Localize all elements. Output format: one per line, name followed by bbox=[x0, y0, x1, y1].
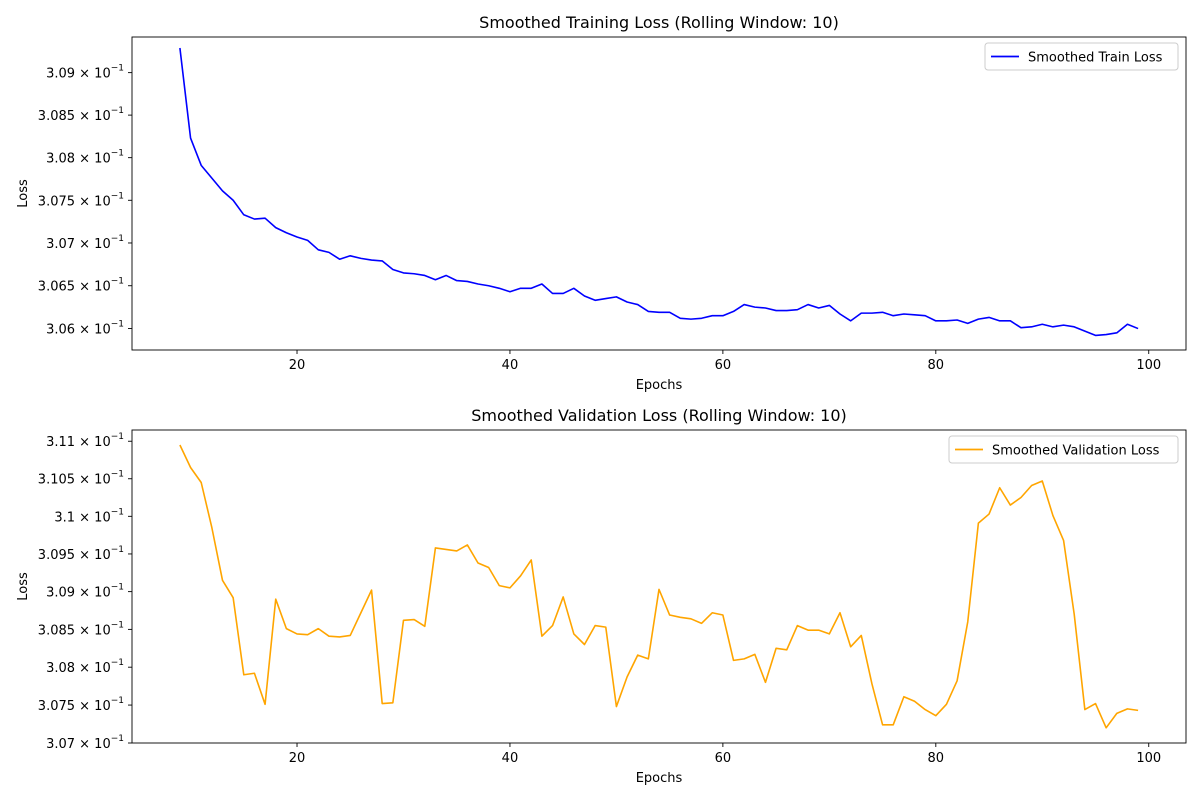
y-tick-label: 3.075 × 10−1 bbox=[38, 696, 124, 714]
chart-title: Smoothed Validation Loss (Rolling Window… bbox=[471, 406, 847, 425]
y-tick-exponent: −1 bbox=[111, 191, 124, 201]
y-tick-times: × 10 bbox=[75, 152, 111, 167]
y-tick-times: × 10 bbox=[75, 473, 111, 488]
y-tick-mantissa: 3.06 bbox=[46, 323, 75, 338]
y-tick-exponent: −1 bbox=[111, 545, 124, 555]
y-tick-exponent: −1 bbox=[111, 320, 124, 330]
y-axis-label: Loss bbox=[16, 179, 31, 208]
y-tick-label: 3.08 × 10−1 bbox=[46, 658, 124, 676]
x-tick-label: 20 bbox=[289, 751, 306, 766]
chart-title: Smoothed Training Loss (Rolling Window: … bbox=[479, 13, 839, 32]
x-tick-label: 20 bbox=[289, 358, 306, 373]
y-tick-exponent: −1 bbox=[111, 620, 124, 630]
x-tick-label: 40 bbox=[502, 751, 519, 766]
y-tick-times: × 10 bbox=[75, 435, 111, 450]
x-tick-label: 60 bbox=[715, 751, 732, 766]
y-tick-mantissa: 3.085 bbox=[38, 109, 75, 124]
x-tick-label: 100 bbox=[1136, 358, 1161, 373]
y-tick-exponent: −1 bbox=[111, 507, 124, 517]
y-tick-label: 3.09 × 10−1 bbox=[46, 64, 124, 82]
training-loss-chart: Smoothed Training Loss (Rolling Window: … bbox=[16, 13, 1187, 393]
y-tick-exponent: −1 bbox=[111, 277, 124, 287]
y-tick-mantissa: 3.065 bbox=[38, 280, 75, 295]
y-tick-mantissa: 3.07 bbox=[46, 737, 75, 752]
y-tick-mantissa: 3.07 bbox=[46, 237, 75, 252]
y-tick-exponent: −1 bbox=[111, 234, 124, 244]
y-tick-exponent: −1 bbox=[111, 64, 124, 74]
y-tick-times: × 10 bbox=[75, 510, 111, 525]
y-tick-label: 3.1 × 10−1 bbox=[54, 507, 124, 525]
y-tick-times: × 10 bbox=[75, 323, 111, 338]
legend-box bbox=[948, 435, 1179, 464]
y-tick-exponent: −1 bbox=[111, 734, 124, 744]
y-tick-label: 3.07 × 10−1 bbox=[46, 234, 124, 252]
series-line-0 bbox=[179, 47, 1139, 337]
x-tick-label: 100 bbox=[1136, 751, 1161, 766]
y-tick-exponent: −1 bbox=[111, 106, 124, 116]
x-tick-label: 60 bbox=[715, 358, 732, 373]
y-tick-mantissa: 3.09 bbox=[46, 586, 75, 601]
y-tick-label: 3.11 × 10−1 bbox=[46, 432, 124, 450]
y-tick-label: 3.07 × 10−1 bbox=[46, 734, 124, 752]
y-tick-times: × 10 bbox=[75, 661, 111, 676]
y-tick-mantissa: 3.08 bbox=[46, 661, 75, 676]
y-tick-label: 3.065 × 10−1 bbox=[38, 277, 124, 295]
y-tick-mantissa: 3.105 bbox=[38, 473, 75, 488]
y-tick-mantissa: 3.08 bbox=[46, 152, 75, 167]
y-tick-label: 3.08 × 10−1 bbox=[46, 149, 124, 167]
y-tick-label: 3.095 × 10−1 bbox=[38, 545, 124, 563]
y-tick-times: × 10 bbox=[75, 586, 111, 601]
y-tick-exponent: −1 bbox=[111, 696, 124, 706]
y-tick-mantissa: 3.075 bbox=[38, 194, 75, 209]
y-tick-mantissa: 3.11 bbox=[46, 435, 75, 450]
y-tick-label: 3.09 × 10−1 bbox=[46, 583, 124, 601]
y-tick-exponent: −1 bbox=[111, 149, 124, 159]
legend: Smoothed Validation Loss bbox=[948, 435, 1179, 464]
y-tick-exponent: −1 bbox=[111, 583, 124, 593]
axes-frame bbox=[131, 36, 1187, 351]
legend: Smoothed Train Loss bbox=[984, 42, 1179, 71]
y-tick-times: × 10 bbox=[75, 699, 111, 714]
x-tick-label: 80 bbox=[928, 751, 945, 766]
x-tick-label: 80 bbox=[928, 358, 945, 373]
y-tick-mantissa: 3.085 bbox=[38, 623, 75, 638]
y-axis-label: Loss bbox=[16, 572, 31, 601]
y-tick-exponent: −1 bbox=[111, 470, 124, 480]
y-tick-times: × 10 bbox=[75, 737, 111, 752]
y-tick-mantissa: 3.09 bbox=[46, 67, 75, 82]
x-tick-label: 40 bbox=[502, 358, 519, 373]
y-tick-times: × 10 bbox=[75, 237, 111, 252]
y-tick-mantissa: 3.1 bbox=[54, 510, 75, 525]
legend-box bbox=[984, 42, 1179, 71]
y-tick-times: × 10 bbox=[75, 109, 111, 124]
y-tick-times: × 10 bbox=[75, 194, 111, 209]
y-tick-exponent: −1 bbox=[111, 432, 124, 442]
y-tick-times: × 10 bbox=[75, 548, 111, 563]
y-tick-label: 3.075 × 10−1 bbox=[38, 191, 124, 209]
y-tick-mantissa: 3.075 bbox=[38, 699, 75, 714]
y-tick-label: 3.085 × 10−1 bbox=[38, 620, 124, 638]
axes-frame bbox=[131, 429, 1187, 744]
y-tick-label: 3.06 × 10−1 bbox=[46, 320, 124, 338]
y-tick-label: 3.085 × 10−1 bbox=[38, 106, 124, 124]
legend-label: Smoothed Train Loss bbox=[1028, 51, 1163, 66]
y-tick-times: × 10 bbox=[75, 67, 111, 82]
x-axis-label: Epochs bbox=[636, 378, 683, 393]
y-tick-times: × 10 bbox=[75, 623, 111, 638]
legend-label: Smoothed Validation Loss bbox=[992, 444, 1160, 459]
y-tick-times: × 10 bbox=[75, 280, 111, 295]
x-axis-label: Epochs bbox=[636, 771, 683, 786]
y-tick-exponent: −1 bbox=[111, 658, 124, 668]
series-line-0 bbox=[179, 444, 1139, 729]
y-tick-label: 3.105 × 10−1 bbox=[38, 470, 124, 488]
validation-loss-chart: Smoothed Validation Loss (Rolling Window… bbox=[16, 406, 1187, 786]
y-tick-mantissa: 3.095 bbox=[38, 548, 75, 563]
